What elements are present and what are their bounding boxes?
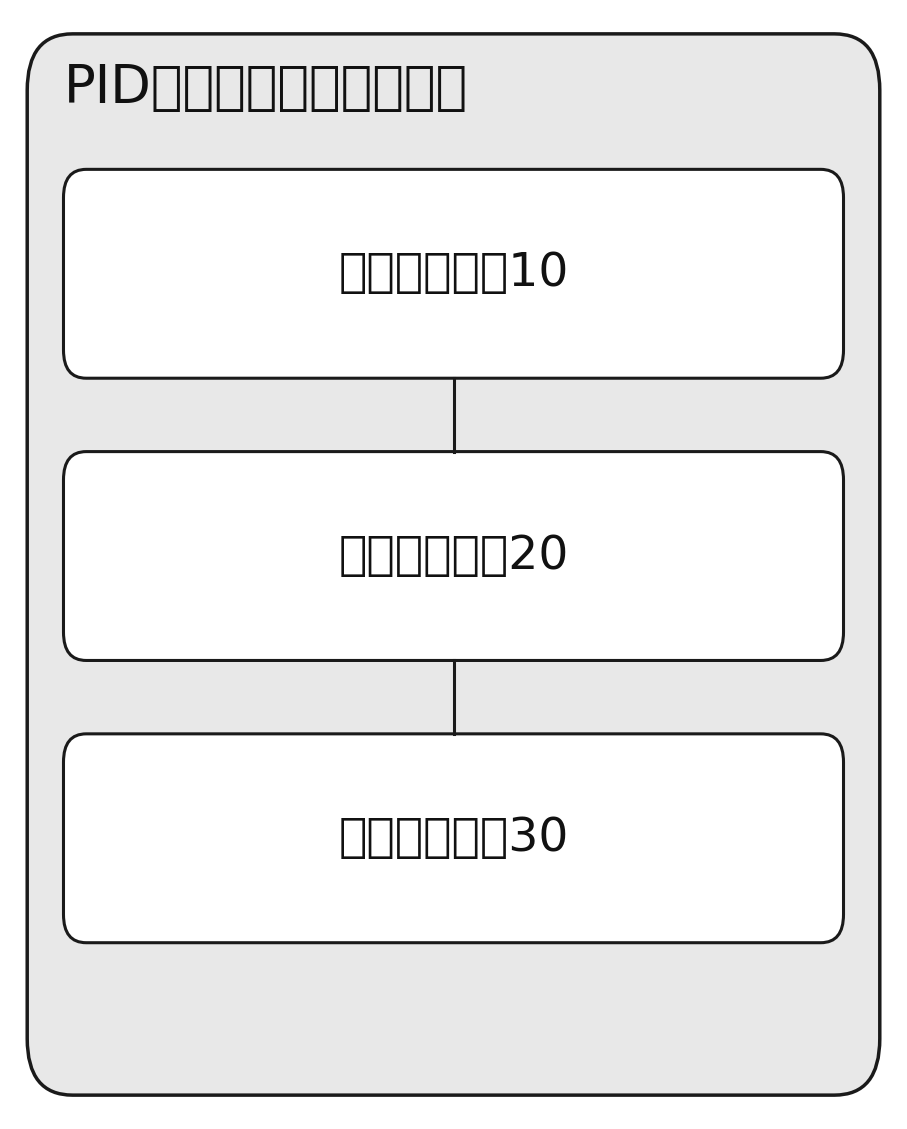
FancyBboxPatch shape: [63, 734, 844, 943]
Text: PID控制器的参数整定装置: PID控制器的参数整定装置: [63, 62, 468, 114]
FancyBboxPatch shape: [27, 34, 880, 1095]
Text: 输出辨识模块20: 输出辨识模块20: [338, 534, 569, 578]
FancyBboxPatch shape: [63, 169, 844, 378]
Text: 误差计算模块10: 误差计算模块10: [338, 252, 569, 296]
Text: 参数整定模块30: 参数整定模块30: [338, 816, 569, 860]
FancyBboxPatch shape: [63, 452, 844, 660]
